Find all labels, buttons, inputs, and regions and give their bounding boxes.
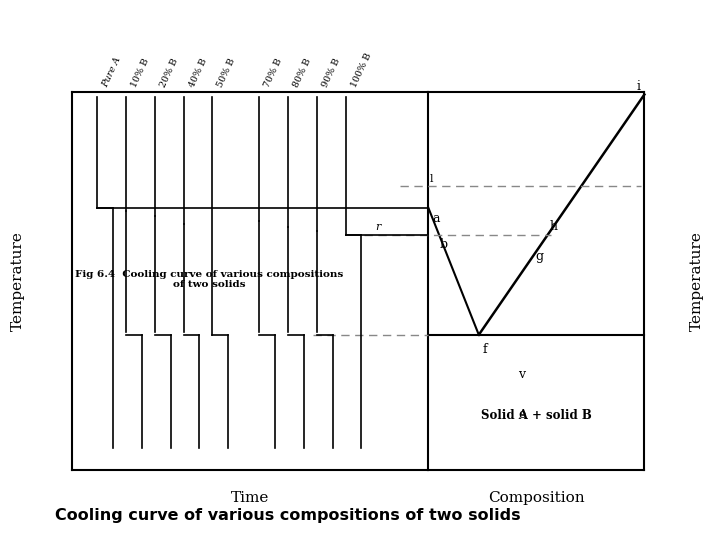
Text: 50% B: 50% B [216,57,238,89]
Text: l: l [430,173,433,184]
Text: e: e [518,408,526,421]
Text: 10% B: 10% B [130,57,151,89]
Text: Cooling curve of various compositions of two solids: Cooling curve of various compositions of… [55,508,521,523]
Text: 90% B: 90% B [320,57,342,89]
Text: r: r [375,222,381,232]
Text: b: b [439,238,447,251]
Text: Pure A: Pure A [101,56,122,89]
Text: Solid A + solid B: Solid A + solid B [481,409,592,422]
Text: Time: Time [231,491,269,505]
Text: 70% B: 70% B [263,57,284,89]
Text: Temperature: Temperature [690,231,704,330]
Text: Composition: Composition [488,491,585,505]
Text: v: v [518,368,526,381]
Text: 80% B: 80% B [292,57,313,89]
Text: f: f [482,343,487,356]
Text: a: a [432,212,439,225]
Text: i: i [636,80,641,93]
Text: h: h [550,220,558,233]
Text: Temperature: Temperature [11,231,25,330]
Text: 100% B: 100% B [349,52,373,89]
Text: 20% B: 20% B [158,57,180,89]
Text: Fig 6.4  Cooling curve of various compositions
of two solids: Fig 6.4 Cooling curve of various composi… [75,270,343,289]
Text: 40% B: 40% B [187,57,209,89]
Text: g: g [535,250,543,263]
